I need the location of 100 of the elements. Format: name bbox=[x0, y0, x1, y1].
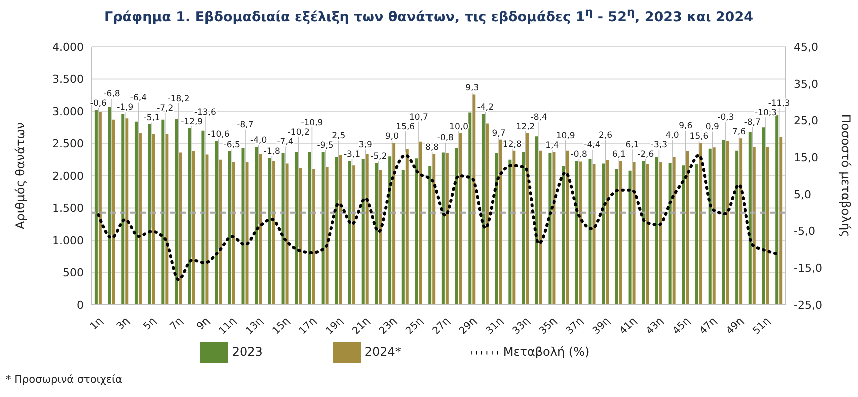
data-label: 9,3 bbox=[466, 84, 480, 94]
data-label: 10,7 bbox=[410, 113, 428, 124]
x-tick-label: 9η bbox=[195, 316, 212, 333]
y-tick-label: 2.500 bbox=[52, 138, 84, 151]
data-label: 4,0 bbox=[666, 131, 680, 142]
x-tick-label: 47η bbox=[698, 316, 720, 338]
y-axis-title: Αριθμός θανάτων bbox=[13, 122, 28, 230]
y2-tick-label: 35,0 bbox=[794, 78, 818, 91]
y-tick-label: 3.500 bbox=[52, 73, 84, 86]
data-label: 0,9 bbox=[706, 122, 720, 133]
data-label: 6,1 bbox=[626, 140, 640, 151]
y2-tick-label: -15,0 bbox=[794, 262, 822, 276]
x-tick-label: 7η bbox=[168, 316, 186, 333]
data-label: 2,6 bbox=[599, 131, 613, 142]
x-tick-label: 5η bbox=[142, 316, 159, 333]
x-tick-label: 13η bbox=[244, 316, 266, 338]
y2-axis-title: Ποσοστό μεταβολής bbox=[838, 114, 853, 238]
x-tick-label: 39η bbox=[591, 316, 612, 338]
y2-tick-label: -25,0 bbox=[794, 298, 822, 312]
data-label: -10,3 bbox=[754, 108, 777, 119]
x-tick-label: 19η bbox=[324, 316, 346, 338]
x-tick-label: 43η bbox=[644, 316, 666, 338]
data-label: -7,4 bbox=[277, 137, 294, 148]
x-tick-label: 45η bbox=[671, 316, 693, 338]
data-label: -13,6 bbox=[194, 108, 216, 118]
data-label: 10,9 bbox=[556, 132, 576, 142]
x-tick-label: 17η bbox=[298, 316, 319, 338]
x-tick-label: 33η bbox=[511, 316, 532, 338]
data-label: -6,8 bbox=[104, 90, 120, 100]
y-tick-label: 3.000 bbox=[52, 105, 84, 118]
data-label: -7,2 bbox=[157, 104, 174, 114]
data-label: 9,6 bbox=[679, 122, 693, 132]
data-label: 15,6 bbox=[690, 132, 709, 142]
y2-tick-label: 15,0 bbox=[794, 151, 818, 164]
legend-label: 2024* bbox=[364, 345, 402, 360]
data-label: -10,9 bbox=[301, 118, 324, 128]
data-label: -0,6 bbox=[90, 99, 107, 110]
y-tick-label: 2.000 bbox=[52, 170, 84, 183]
x-tick-label: 29η bbox=[458, 316, 480, 338]
data-label: -11,3 bbox=[768, 99, 790, 110]
data-label: -9,5 bbox=[317, 141, 334, 152]
data-label: -5,1 bbox=[144, 113, 160, 124]
x-tick-label: 11η bbox=[218, 316, 239, 338]
data-label: -1,8 bbox=[264, 146, 280, 157]
data-label: -8,7 bbox=[744, 118, 761, 128]
x-tick-label: 15η bbox=[270, 316, 292, 338]
y-tick-label: 0 bbox=[77, 298, 84, 312]
data-label: -0,8 bbox=[570, 150, 588, 160]
data-label: -0,8 bbox=[437, 134, 454, 144]
y2-tick-label: 5,0 bbox=[794, 188, 812, 202]
x-tick-label: 3η bbox=[115, 316, 132, 333]
y-tick-label: 1.000 bbox=[52, 234, 84, 248]
x-tick-label: 51η bbox=[751, 316, 773, 338]
data-label: -6,4 bbox=[130, 94, 148, 104]
y-tick-label: 4.000 bbox=[52, 40, 84, 54]
data-label: 7,6 bbox=[732, 128, 746, 138]
data-label: -8,7 bbox=[237, 120, 254, 131]
data-label: -4,0 bbox=[250, 136, 268, 146]
data-label: -2,6 bbox=[638, 150, 654, 160]
data-label: 6,1 bbox=[612, 150, 626, 160]
data-label: 15,6 bbox=[396, 122, 416, 133]
data-label: -0,3 bbox=[718, 113, 734, 124]
data-label: -8,4 bbox=[530, 112, 548, 123]
y2-tick-label: -5,0 bbox=[794, 225, 816, 238]
data-label: -18,2 bbox=[168, 94, 190, 104]
data-label: -6,5 bbox=[224, 140, 240, 150]
x-tick-label: 35η bbox=[538, 316, 560, 338]
y-tick-label: 1.500 bbox=[52, 202, 84, 216]
y2-tick-label: 45,0 bbox=[794, 40, 818, 54]
x-tick-label: 21η bbox=[350, 316, 372, 338]
data-label: -12,9 bbox=[181, 117, 204, 128]
data-label: -10,6 bbox=[208, 130, 230, 140]
legend-label: 2023 bbox=[232, 345, 263, 360]
x-tick-label: 1η bbox=[88, 316, 106, 333]
x-tick-label: 49η bbox=[724, 316, 746, 338]
y2-tick-label: 25,0 bbox=[794, 114, 818, 128]
legend-label: Μεταβολή (%) bbox=[503, 345, 590, 360]
data-label: -3,3 bbox=[650, 140, 668, 151]
data-label: -4,4 bbox=[584, 140, 601, 151]
data-label: -4,2 bbox=[477, 103, 494, 114]
x-tick-label: 25η bbox=[404, 316, 426, 338]
data-label: 8,8 bbox=[426, 143, 440, 154]
data-label: -10,2 bbox=[288, 128, 310, 138]
data-label: 12,2 bbox=[516, 122, 536, 132]
data-label: -1,9 bbox=[117, 103, 134, 114]
data-label: 2,5 bbox=[332, 132, 346, 142]
y-tick-label: 500 bbox=[63, 266, 84, 280]
x-tick-label: 37η bbox=[564, 316, 586, 338]
data-label: 12,8 bbox=[502, 140, 522, 150]
chart-title: Γράφημα 1. Εβδομαδιαία εξέλιξη των θανάτων, τις εβδομάδες 1$^{η}$ - 52$^{η}$, 2023 και 2024 bbox=[103, 6, 754, 26]
x-tick-label: 41η bbox=[618, 316, 640, 338]
data-label: 1,4 bbox=[546, 141, 560, 152]
x-tick-label: 27η bbox=[431, 316, 452, 338]
data-label: 3,9 bbox=[358, 140, 372, 151]
data-label: 9,0 bbox=[386, 132, 400, 142]
data-label: -3,1 bbox=[344, 150, 361, 160]
text: * Προσωρινά στοιχεία bbox=[6, 374, 123, 386]
data-label: 9,7 bbox=[492, 128, 506, 139]
data-label: -5,2 bbox=[370, 152, 388, 162]
data-label: 10,0 bbox=[450, 122, 468, 132]
